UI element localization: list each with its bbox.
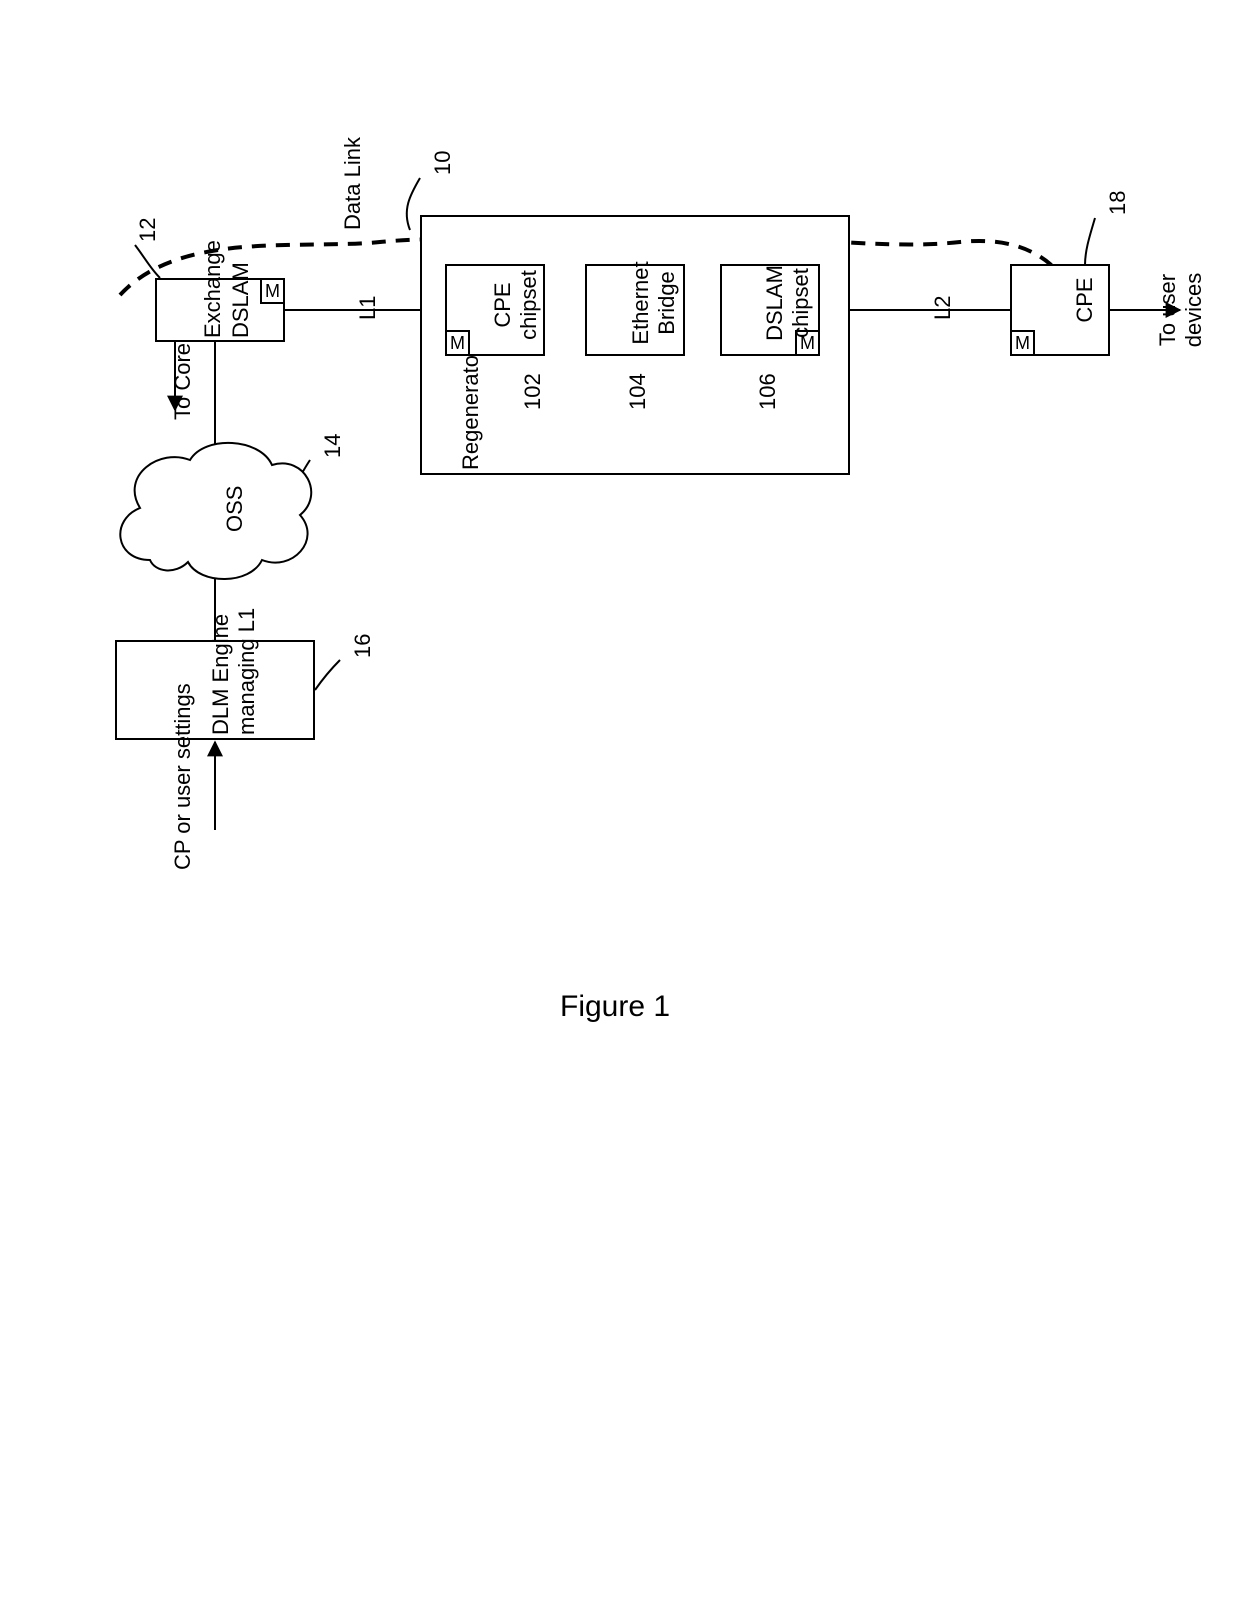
ref-106: 106 xyxy=(755,373,781,410)
l1-label: L1 xyxy=(355,296,381,320)
cpe-label: CPE xyxy=(1072,270,1098,330)
leader-10 xyxy=(407,178,420,230)
cpe-chipset-label-1: CPE xyxy=(490,270,516,340)
cpe-chipset-label-2: chipset xyxy=(516,270,542,340)
leader-14 xyxy=(285,460,310,500)
to-user-label: To user devices xyxy=(1155,270,1207,350)
leader-12 xyxy=(135,245,160,278)
dlm-label-2: managing L1 xyxy=(234,615,260,735)
m-badge-cpe-chipset: M xyxy=(445,330,470,356)
l2-label: L2 xyxy=(930,296,956,320)
dlm-label-1: DLM Engine xyxy=(208,615,234,735)
to-core-label: To Core xyxy=(170,343,196,420)
oss-cloud xyxy=(120,443,311,579)
m-badge-cpe: M xyxy=(1010,330,1035,356)
bridge-label-2: Bridge xyxy=(654,258,680,348)
cp-settings-label: CP or user settings xyxy=(170,683,196,870)
dslam-label-2: DSLAM xyxy=(228,278,254,338)
dslam-chipset-label-1: DSLAM xyxy=(762,258,788,348)
dslam-label-1: Exchange xyxy=(200,278,226,338)
regenerator-label: Regenerator xyxy=(458,348,484,470)
leader-16 xyxy=(315,660,340,690)
bridge-label-1: Ethernet xyxy=(628,258,654,348)
figure-canvas: M Exchange DSLAM Regenerator M CPE chips… xyxy=(0,0,1240,1621)
ref-102: 102 xyxy=(520,373,546,410)
ref-16: 16 xyxy=(350,634,376,658)
leader-18 xyxy=(1085,218,1095,265)
dslam-chipset-label-2: chipset xyxy=(788,258,814,348)
ref-10: 10 xyxy=(430,151,456,175)
figure-caption: Figure 1 xyxy=(560,990,670,1024)
ref-104: 104 xyxy=(625,373,651,410)
data-link-label: Data Link xyxy=(340,137,366,230)
ref-14: 14 xyxy=(320,434,346,458)
ref-18: 18 xyxy=(1105,191,1131,215)
oss-label: OSS xyxy=(222,486,248,532)
ref-12: 12 xyxy=(135,218,161,242)
m-badge-dslam: M xyxy=(260,278,285,304)
